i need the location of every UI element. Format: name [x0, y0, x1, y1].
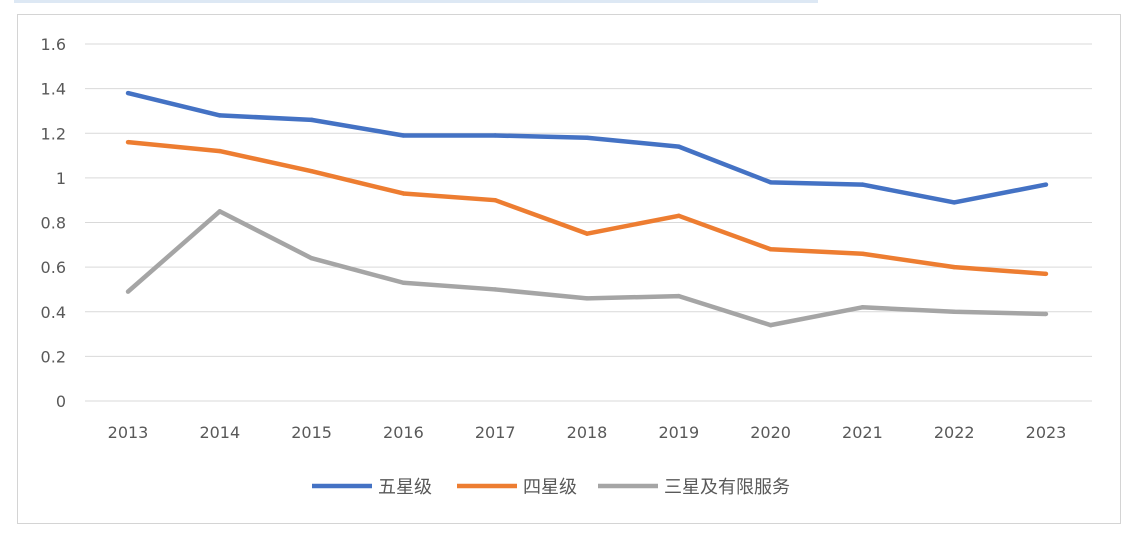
data-point: [860, 182, 865, 187]
y-tick-label: 0.8: [41, 214, 66, 233]
series-line-0: [127, 90, 1047, 205]
data-point: [217, 209, 222, 214]
x-tick-label: 2018: [567, 423, 608, 442]
chart-frame: [17, 14, 1121, 524]
y-tick-label: 1: [56, 169, 66, 188]
y-tick-label: 0.4: [41, 303, 66, 322]
data-point: [493, 197, 498, 203]
x-tick-label: 2015: [291, 423, 332, 442]
data-point: [401, 191, 406, 196]
series-lines: [125, 90, 1049, 328]
y-tick-label: 0: [56, 392, 66, 411]
data-point: [768, 180, 773, 185]
top-accent-bar: [14, 0, 818, 3]
x-tick-label: 2013: [108, 423, 149, 442]
x-tick-label: 2014: [199, 423, 240, 442]
y-tick-label: 1.4: [41, 80, 66, 99]
data-point: [952, 200, 957, 205]
x-tick-label: 2019: [658, 423, 699, 442]
data-point: [952, 309, 957, 314]
data-point: [309, 256, 314, 261]
x-tick-label: 2021: [842, 423, 883, 442]
y-axis-tick-labels: 0 0.2 0.4 0.6 0.8 1 1.2 1.4 1.6: [41, 35, 66, 411]
data-point: [401, 280, 406, 285]
x-tick-label: 2017: [475, 423, 516, 442]
legend-label: 五星级: [378, 477, 432, 498]
data-point: [493, 287, 498, 292]
data-point: [952, 264, 957, 270]
data-point: [584, 231, 590, 236]
y-tick-label: 0.2: [41, 347, 66, 366]
series-line-1: [127, 139, 1047, 277]
data-point: [768, 322, 773, 328]
data-point: [676, 213, 681, 219]
data-point: [217, 113, 222, 118]
x-tick-label: 2022: [934, 423, 975, 442]
gridlines: [85, 43, 1092, 402]
data-point: [584, 296, 590, 301]
data-point: [676, 144, 681, 149]
data-point: [125, 289, 131, 294]
x-tick-label: 2020: [750, 423, 791, 442]
data-point: [768, 247, 773, 252]
data-point: [860, 251, 865, 256]
x-tick-label: 2023: [1026, 423, 1067, 442]
data-point: [309, 168, 314, 174]
y-tick-label: 0.6: [41, 258, 66, 277]
data-point: [217, 148, 222, 154]
series-line-2: [126, 209, 1047, 328]
data-point: [401, 133, 406, 138]
x-axis-tick-labels: 2013 2014 2015 2016 2017 2018 2019 2020 2021 2022…: [108, 423, 1067, 442]
data-point: [584, 135, 590, 140]
x-tick-label: 2016: [383, 423, 424, 442]
legend: 五星级 四星级 三星及有限服务: [312, 477, 790, 498]
legend-label: 四星级: [523, 477, 577, 498]
data-point: [493, 133, 498, 138]
data-point: [1043, 311, 1049, 317]
data-point: [860, 305, 865, 310]
y-tick-label: 1.2: [41, 124, 66, 143]
data-point: [309, 117, 314, 123]
data-point: [676, 293, 681, 299]
data-point: [1043, 182, 1049, 187]
data-point: [1043, 271, 1049, 277]
y-tick-label: 1.6: [41, 35, 66, 54]
data-point: [125, 90, 131, 96]
data-point: [125, 139, 131, 145]
legend-label: 三星及有限服务: [664, 477, 790, 498]
